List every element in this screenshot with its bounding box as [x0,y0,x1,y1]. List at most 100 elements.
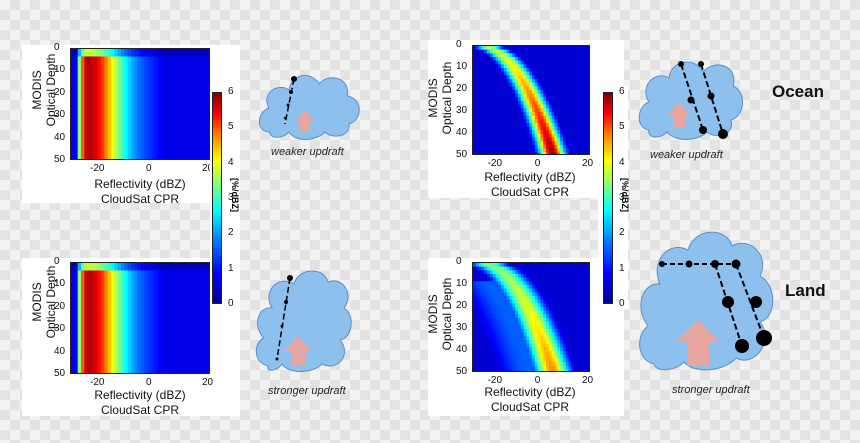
heatmap-cell [134,311,139,316]
heatmap-cell [546,152,550,154]
heatmap-cell [157,142,162,147]
heatmap-cell [141,82,145,87]
heatmap-cell [576,307,581,312]
heatmap-cell [127,319,132,324]
heatmap-cell [97,319,102,324]
heatmap-cell [197,112,202,117]
heatmap-cell [568,325,572,330]
heatmap-cell [512,354,516,359]
heatmap-cell [207,300,209,305]
heatmap-cell [141,363,145,369]
heatmap-cell [81,149,85,155]
heatmap-cell [91,371,95,373]
heatmap-cell [71,157,75,159]
heatmap-cell [111,149,115,155]
heatmap-cell [167,138,172,143]
heatmap-cell [509,141,513,146]
heatmap-cell [184,289,189,294]
heatmap-cell [481,277,485,282]
heatmap-cell [492,119,497,124]
heatmap-cell [77,322,82,328]
heatmap-cell [154,63,159,69]
heatmap-cell [197,116,202,121]
heatmap-cell [532,79,536,84]
heatmap-cell [540,307,544,312]
heatmap-cell [124,71,129,76]
heatmap-cell [576,325,581,330]
heatmap-cell [141,138,145,143]
heatmap-cell [91,49,95,54]
heatmap-cell [526,318,530,323]
heatmap-cell [548,321,553,326]
heatmap-cell [546,310,550,315]
heatmap-cell [517,307,522,312]
heatmap-cell [137,360,142,365]
heatmap-cell [121,296,125,301]
heatmap-cell [134,67,139,72]
heatmap-cell [515,270,519,275]
heatmap-cell [101,119,105,125]
heatmap-cell [484,263,488,268]
heatmap-cell [171,322,175,328]
heatmap-cell [574,123,578,128]
heatmap-cell [84,319,89,324]
heatmap-cell [517,336,522,341]
y-tick-label: 50 [456,149,468,160]
heatmap-cell [147,67,152,72]
heatmap-cell [177,337,182,342]
heatmap-cell [520,274,525,279]
heatmap-cell [568,141,572,146]
heatmap-cell [87,307,92,313]
heatmap-cell [191,131,195,136]
heatmap-cell [151,90,155,95]
heatmap-cell [91,75,95,80]
heatmap-cell [473,347,477,352]
heatmap-cell [81,82,85,87]
heatmap-cell [174,157,179,159]
heatmap-cell [101,60,105,65]
heatmap-cell [495,263,499,268]
heatmap-cell [137,101,142,106]
heatmap-cell [515,296,519,301]
heatmap-cell [97,97,102,102]
heatmap-cell [551,115,556,120]
heatmap-cell [207,337,209,342]
heatmap-cell [137,337,142,342]
heatmap-cell [495,332,499,337]
heatmap-cell [489,325,494,330]
heatmap-cell [487,119,491,124]
heatmap-cell [582,303,586,308]
heatmap-cell [184,285,189,290]
heatmap-cell [137,108,142,114]
heatmap-cell [571,277,575,282]
heatmap-cell [194,363,199,369]
heatmap-cell [97,112,102,117]
heatmap-cell [562,104,567,109]
heatmap-cell [478,288,483,293]
heatmap-cell [71,78,75,84]
heatmap-cell [97,337,102,342]
heatmap-cell [207,296,209,301]
heatmap-cell [543,310,547,315]
heatmap-cell [574,281,578,286]
heatmap-cell [503,266,508,271]
heatmap-cell [134,112,139,117]
heatmap-cell [161,149,165,155]
heatmap-cell [71,71,75,76]
heatmap-cell [81,304,85,309]
heatmap-cell [147,146,152,151]
heatmap-cell [579,145,584,150]
heatmap-cell [475,358,480,363]
heatmap-cell [492,97,497,102]
heatmap-cell [81,86,85,91]
heatmap-cell [576,123,581,128]
heatmap-cell [537,64,542,69]
heatmap-cell [574,314,578,319]
heatmap-cell [191,146,195,151]
heatmap-cell [492,362,497,367]
heatmap-cell [484,362,488,367]
heatmap-cell [111,49,115,54]
heatmap-cell [560,307,564,312]
heatmap-cell [131,300,135,305]
heatmap-cell [114,134,119,140]
